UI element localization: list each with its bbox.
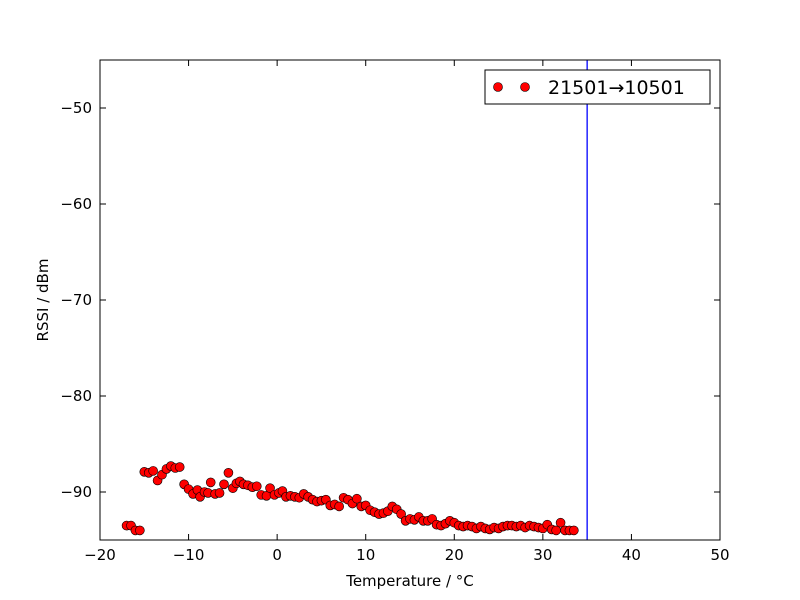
y-tick-label: −70: [60, 291, 92, 309]
data-point: [174, 462, 185, 472]
data-point: [569, 525, 579, 536]
data-point: [148, 466, 158, 476]
data-point: [265, 483, 275, 493]
y-tick-label: −60: [60, 195, 92, 213]
x-tick-label: −20: [84, 546, 116, 564]
legend-label: 21501→10501: [548, 77, 685, 99]
data-point: [396, 509, 406, 519]
data-point: [352, 493, 362, 504]
x-tick-label: 0: [272, 546, 282, 564]
data-point: [205, 477, 216, 488]
axis-ticks: [99, 60, 721, 540]
axis-tick-labels: −20 −10 0 10 20 30 40 50 −90 −80 −70 −60 −50: [60, 99, 729, 564]
data-point: [223, 467, 234, 478]
x-tick-label: 50: [710, 546, 729, 564]
plot-area: [100, 60, 720, 540]
legend-marker: [493, 82, 503, 92]
x-tick-label: 20: [445, 546, 464, 564]
x-tick-label: 40: [622, 546, 641, 564]
legend-marker: [520, 82, 530, 92]
data-point: [219, 479, 229, 490]
y-tick-label: −90: [60, 483, 92, 501]
y-tick-label: −50: [60, 99, 92, 117]
legend: 21501→10501: [484, 69, 711, 105]
x-tick-label: 10: [356, 546, 375, 564]
y-axis-label: RSSI / dBm: [34, 259, 52, 342]
x-tick-label: −10: [173, 546, 205, 564]
data-point: [135, 525, 145, 536]
x-axis-label: Temperature / °C: [345, 572, 474, 590]
data-point: [214, 488, 225, 498]
y-tick-label: −80: [60, 387, 92, 405]
scatter-points: [121, 461, 579, 536]
data-point: [251, 481, 262, 492]
data-point: [334, 501, 344, 512]
x-tick-label: 30: [533, 546, 552, 564]
data-point: [555, 517, 566, 528]
